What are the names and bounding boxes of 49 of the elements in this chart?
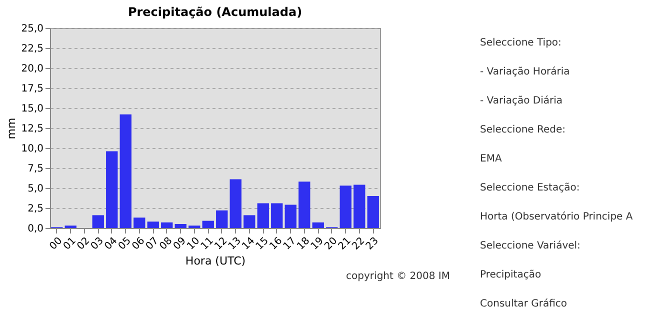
x-tick-label: 23 <box>364 236 381 252</box>
bar <box>312 222 324 228</box>
text: Seleccione Tipo: <box>480 38 562 48</box>
bar <box>367 196 379 228</box>
x-tick-label: 13 <box>226 236 244 252</box>
bar <box>271 203 283 228</box>
x-tick-label: 15 <box>254 236 271 252</box>
x-tick-label: 17 <box>282 236 298 252</box>
bar <box>257 203 269 228</box>
bar <box>284 204 296 228</box>
text: - Variação Diária <box>480 96 563 106</box>
y-tick-label: 25,0 <box>21 24 44 34</box>
chart-title: Precipitação (Acumulada) <box>128 5 302 19</box>
y-tick-label: 12,5 <box>21 124 44 134</box>
text: Precipitação <box>480 270 542 280</box>
x-axis-title: Hora (UTC) <box>185 254 246 268</box>
y-tick-label: 7,5 <box>28 164 44 174</box>
y-axis-title: mm <box>5 118 18 140</box>
y-tick-label: 20,0 <box>21 64 44 74</box>
bar <box>147 222 159 228</box>
bar <box>161 222 173 228</box>
y-tick-label: 15,0 <box>21 104 44 114</box>
y-tick-label: 17,5 <box>21 84 44 94</box>
bar <box>92 215 104 228</box>
y-tick-label: 5,0 <box>28 184 44 194</box>
bar <box>134 218 146 228</box>
bar <box>230 179 242 228</box>
text: Consultar Gráfico <box>480 298 568 310</box>
bar <box>174 224 186 228</box>
y-tick-label: 22,5 <box>21 44 44 54</box>
text: Seleccione Rede: <box>480 124 566 136</box>
y-tick-label: 0,0 <box>28 224 44 234</box>
text: Seleccione Estação: <box>480 182 580 194</box>
bar <box>354 184 366 228</box>
bar <box>202 220 214 228</box>
text: Seleccione Variável: <box>480 240 580 252</box>
bar <box>340 186 352 228</box>
text: Horta (Observatório Principe A <box>480 212 633 222</box>
bar <box>106 151 118 228</box>
text: EMA <box>480 154 502 164</box>
bar <box>120 114 132 228</box>
bar <box>298 182 310 228</box>
x-tick-label: 11 <box>199 236 216 252</box>
text: - Variação Horária <box>480 66 570 78</box>
y-tick-label: 10,0 <box>21 144 44 154</box>
bar <box>216 210 228 228</box>
bar <box>244 215 256 228</box>
text: copyright © 2008 IM <box>346 271 450 282</box>
y-tick-label: 2,5 <box>28 204 44 214</box>
